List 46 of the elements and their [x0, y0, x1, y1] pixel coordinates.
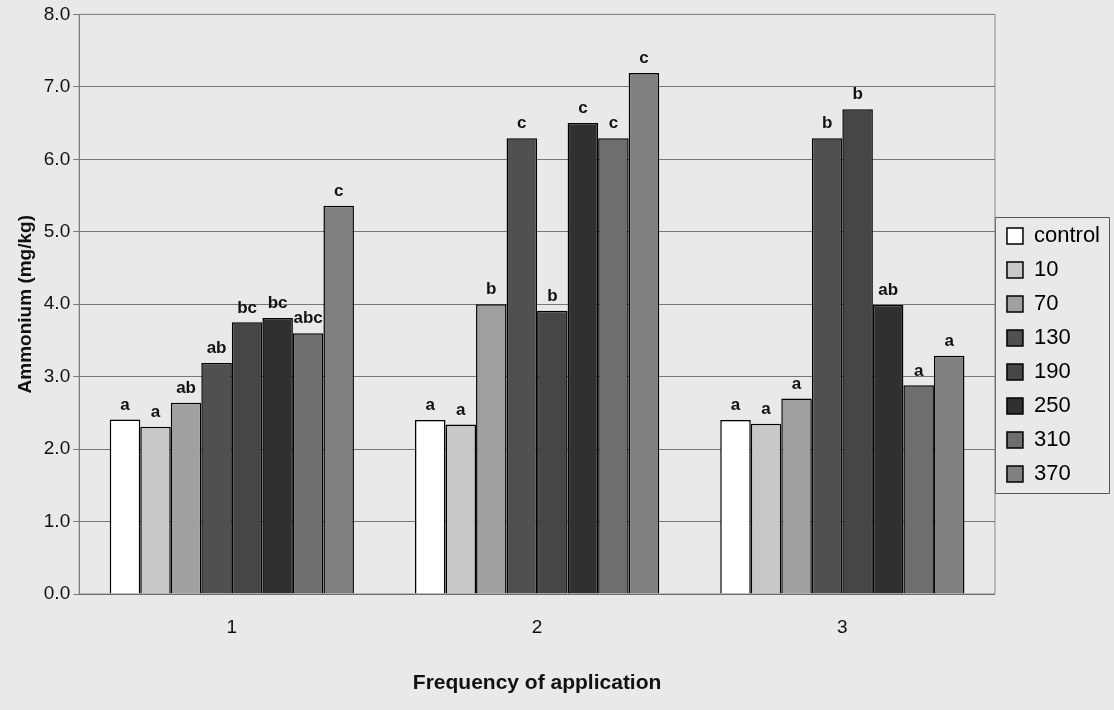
data-label: ab [878, 280, 899, 300]
legend-label: 250 [1033, 392, 1071, 418]
data-label: b [547, 285, 558, 305]
data-label: a [120, 394, 131, 414]
data-label: c [639, 48, 649, 68]
data-label: a [913, 360, 924, 380]
data-label: bc [267, 293, 288, 313]
data-label: c [578, 98, 588, 118]
legend-label: 190 [1033, 358, 1071, 384]
data-label: abc [293, 308, 323, 328]
legend-label: 70 [1033, 290, 1059, 316]
data-label: ab [176, 377, 196, 397]
legend-label: 310 [1033, 426, 1071, 452]
data-label: a [425, 395, 436, 415]
data-label: a [456, 399, 467, 419]
data-label: b [821, 113, 833, 133]
data-label: bc [237, 297, 258, 317]
x-tick-label: 2 [531, 615, 543, 637]
data-label: c [608, 113, 619, 133]
data-label: ab [206, 338, 227, 358]
y-axis-title: Ammonium (mg/kg) [13, 215, 35, 394]
data-label: a [730, 395, 741, 415]
legend-label: 130 [1033, 324, 1071, 350]
y-tick-label: 8.0 [43, 2, 71, 24]
y-tick-label: 6.0 [43, 147, 71, 169]
data-label: a [791, 373, 802, 393]
legend-label: 370 [1033, 460, 1071, 486]
legend-label: control [1033, 222, 1101, 248]
y-tick-label: 5.0 [43, 219, 71, 241]
data-label: a [761, 398, 772, 418]
data-label: b [486, 279, 497, 299]
x-tick-label: 1 [226, 615, 238, 637]
data-label: c [517, 113, 527, 133]
y-tick-label: 1.0 [43, 509, 71, 531]
x-tick-label: 3 [837, 615, 848, 637]
x-axis-title: Frequency of application [412, 670, 662, 694]
y-tick-label: 3.0 [43, 364, 71, 386]
y-tick-label: 2.0 [43, 437, 71, 459]
data-label: a [150, 401, 161, 421]
y-tick-label: 4.0 [43, 292, 71, 314]
data-label: c [333, 180, 344, 200]
y-tick-label: 7.0 [43, 75, 71, 97]
y-tick-label: 0.0 [43, 582, 71, 604]
data-label: b [852, 84, 863, 104]
legend-label: 10 [1033, 256, 1059, 282]
data-label: a [944, 330, 955, 350]
